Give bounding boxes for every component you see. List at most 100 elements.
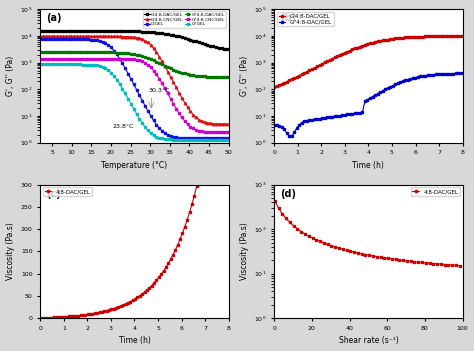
G*4:8-CNC/GEL	[66, 57, 72, 61]
4:8-DAC/GEL	[151, 281, 157, 285]
G'4:8-CNC/GEL	[213, 122, 219, 126]
4:8-DAC/GEL	[359, 252, 365, 256]
Line: G'4:8-DAC/GEL: G'4:8-DAC/GEL	[273, 35, 462, 88]
G'GEL	[213, 136, 219, 140]
G'GEL	[224, 136, 230, 140]
4:8-DAC/GEL	[344, 248, 349, 252]
G'4:8-CNC/GEL	[122, 34, 128, 39]
G'4:8-CNC/GEL	[179, 96, 185, 100]
G''4:8-DAC/GEL	[286, 134, 292, 138]
4:8-DAC/GEL	[340, 247, 346, 251]
Y-axis label: Viscosity (Pa.s): Viscosity (Pa.s)	[6, 223, 15, 280]
G*4:8-DAC/GEL	[122, 51, 128, 55]
G*4:8-DAC/GEL	[179, 71, 185, 75]
Y-axis label: Viscosity (Pa.s): Viscosity (Pa.s)	[239, 223, 248, 280]
Legend: 4:8-DAC/GEL: 4:8-DAC/GEL	[410, 187, 460, 196]
4:8-DAC/GEL	[203, 139, 209, 144]
4:8-DAC/GEL	[370, 254, 376, 258]
X-axis label: Time (h): Time (h)	[353, 161, 384, 170]
G'GEL	[179, 135, 185, 140]
G''4:8-DAC/GEL	[428, 73, 433, 77]
G'GEL	[80, 37, 86, 41]
4:8-DAC/GEL	[382, 256, 387, 260]
G'GEL	[114, 52, 119, 57]
Line: G*4:8-DAC/GEL: G*4:8-DAC/GEL	[39, 51, 228, 79]
Legend: G'4:8-DAC/GEL, G'4:8-CNC/GEL, G'GEL, G*4:8-DAC/GEL, G*4:8-CNC/GEL, G*GEL: G'4:8-DAC/GEL, G'4:8-CNC/GEL, G'GEL, G*4…	[143, 11, 227, 28]
G'4:8-DAC/GEL	[438, 34, 443, 38]
G*4:8-CNC/GEL	[37, 57, 43, 61]
4:8-DAC/GEL	[332, 245, 338, 249]
G'4:8-CNC/GEL	[80, 34, 86, 39]
4:8-DAC/GEL	[298, 230, 304, 234]
4:8-DAC/GEL	[397, 258, 402, 262]
Line: 4:8-DAC/GEL: 4:8-DAC/GEL	[273, 200, 461, 267]
4:8-DAC/GEL	[165, 261, 171, 266]
4:8-DAC/GEL	[389, 257, 395, 261]
G'4:8-DAC/GEL	[458, 34, 464, 38]
G*4:8-CNC/GEL	[213, 130, 219, 134]
4:8-DAC/GEL	[419, 260, 425, 265]
4:8-DAC/GEL	[401, 258, 406, 263]
G*GEL	[213, 138, 219, 142]
Y-axis label: G', G'' (Pa): G', G'' (Pa)	[6, 56, 15, 96]
G'4:8-DAC/GEL	[224, 47, 230, 51]
4:8-DAC/GEL	[363, 252, 368, 257]
G'4:8-DAC/GEL	[425, 34, 431, 39]
G''4:8-DAC/GEL	[271, 123, 277, 127]
G'4:8-DAC/GEL	[286, 78, 292, 82]
4:8-DAC/GEL	[453, 263, 459, 267]
Text: (a): (a)	[46, 13, 62, 23]
G*4:8-CNC/GEL	[224, 130, 230, 134]
4:8-DAC/GEL	[449, 263, 455, 267]
Line: G'4:8-DAC/GEL: G'4:8-DAC/GEL	[39, 29, 228, 51]
4:8-DAC/GEL	[313, 238, 319, 242]
Legend: 4:8-DAC/GEL: 4:8-DAC/GEL	[43, 187, 92, 196]
Legend: G'4:8-DAC/GEL, G''4:8-DAC/GEL: G'4:8-DAC/GEL, G''4:8-DAC/GEL	[277, 12, 334, 26]
G'4:8-DAC/GEL	[412, 35, 418, 39]
4:8-DAC/GEL	[336, 246, 342, 250]
G*4:8-DAC/GEL	[80, 50, 86, 54]
4:8-DAC/GEL	[393, 257, 399, 261]
4:8-DAC/GEL	[351, 250, 357, 254]
4:8-DAC/GEL	[457, 264, 463, 268]
G*GEL	[37, 62, 43, 67]
G''4:8-DAC/GEL	[423, 73, 428, 78]
4:8-DAC/GEL	[427, 261, 432, 265]
4:8-DAC/GEL	[430, 261, 436, 266]
4:8-DAC/GEL	[385, 256, 391, 260]
4:8-DAC/GEL	[328, 244, 334, 248]
G'4:8-CNC/GEL	[114, 34, 119, 39]
G'4:8-DAC/GEL	[66, 29, 72, 33]
G'GEL	[66, 37, 72, 41]
4:8-DAC/GEL	[366, 253, 372, 257]
Line: G''4:8-DAC/GEL: G''4:8-DAC/GEL	[273, 72, 462, 138]
4:8-DAC/GEL	[310, 236, 315, 240]
G'4:8-DAC/GEL	[213, 45, 219, 49]
4:8-DAC/GEL	[347, 249, 353, 253]
Text: 23.8°C: 23.8°C	[113, 124, 134, 129]
G''4:8-DAC/GEL	[289, 134, 295, 138]
4:8-DAC/GEL	[287, 220, 293, 225]
4:8-DAC/GEL	[37, 316, 43, 320]
4:8-DAC/GEL	[325, 242, 330, 246]
X-axis label: Temperature (°C): Temperature (°C)	[101, 161, 167, 170]
G'4:8-CNC/GEL	[37, 34, 43, 39]
Line: 4:8-DAC/GEL: 4:8-DAC/GEL	[39, 0, 229, 319]
4:8-DAC/GEL	[276, 206, 282, 210]
4:8-DAC/GEL	[438, 262, 444, 266]
4:8-DAC/GEL	[442, 263, 447, 267]
4:8-DAC/GEL	[404, 259, 410, 263]
G*4:8-DAC/GEL	[213, 75, 219, 79]
4:8-DAC/GEL	[434, 262, 440, 266]
G''4:8-DAC/GEL	[440, 72, 446, 76]
G'4:8-DAC/GEL	[122, 29, 128, 33]
G*4:8-CNC/GEL	[80, 57, 86, 61]
G*4:8-CNC/GEL	[114, 57, 119, 61]
G*4:8-CNC/GEL	[122, 57, 128, 61]
G'4:8-DAC/GEL	[418, 34, 423, 39]
Line: G*4:8-CNC/GEL: G*4:8-CNC/GEL	[39, 57, 228, 133]
G'4:8-DAC/GEL	[420, 34, 426, 39]
G*4:8-CNC/GEL	[179, 115, 185, 120]
Line: G'GEL: G'GEL	[39, 38, 228, 139]
Line: G*GEL: G*GEL	[39, 63, 228, 141]
